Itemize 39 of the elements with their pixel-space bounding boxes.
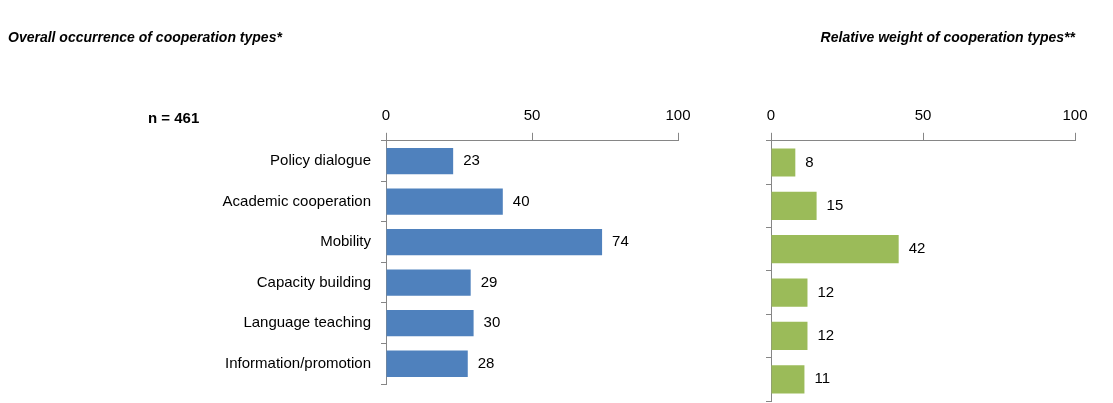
bar bbox=[771, 148, 796, 177]
x-tick-label: 100 bbox=[665, 105, 691, 123]
chart-title: Relative weight of cooperation types** bbox=[820, 29, 1076, 46]
text: Overall occurrence of cooperation types* bbox=[8, 29, 283, 46]
data-label: 40 bbox=[512, 191, 530, 209]
data-label: 12 bbox=[817, 326, 835, 344]
data-label: 30 bbox=[483, 313, 501, 331]
x-tick-label: 100 bbox=[1062, 105, 1088, 123]
data-label: 11 bbox=[814, 369, 831, 387]
y-tick-label: Academic cooperation bbox=[222, 191, 371, 209]
data-label: 42 bbox=[908, 239, 926, 257]
data-label: 12 bbox=[817, 282, 835, 300]
data-label: 23 bbox=[463, 151, 480, 169]
bar bbox=[386, 269, 471, 296]
y-tick-label: Language teaching bbox=[243, 313, 371, 331]
x-tick-label: 0 bbox=[766, 105, 776, 123]
text: n = 461 bbox=[148, 108, 200, 126]
y-tick-label: Policy dialogue bbox=[270, 151, 371, 169]
data-label: 29 bbox=[480, 272, 498, 290]
bar bbox=[771, 278, 808, 307]
x-tick-label: 50 bbox=[914, 105, 932, 123]
x-tick-label: 50 bbox=[523, 105, 541, 123]
data-label: 28 bbox=[477, 353, 495, 371]
bar bbox=[771, 235, 899, 264]
data-label: 74 bbox=[612, 232, 629, 250]
bar bbox=[386, 228, 603, 256]
bar bbox=[771, 191, 817, 220]
y-tick-label: Mobility bbox=[320, 232, 372, 250]
bar bbox=[386, 310, 474, 337]
y-tick-label: Capacity building bbox=[256, 272, 371, 290]
bar bbox=[771, 365, 805, 394]
bar bbox=[771, 321, 808, 351]
bar bbox=[386, 188, 503, 215]
bar bbox=[386, 350, 468, 377]
y-tick-label: Information/promotion bbox=[225, 353, 371, 371]
bar bbox=[386, 147, 454, 175]
x-tick-label: 0 bbox=[381, 105, 391, 123]
data-label: 15 bbox=[826, 195, 844, 213]
data-label: 8 bbox=[805, 152, 814, 170]
